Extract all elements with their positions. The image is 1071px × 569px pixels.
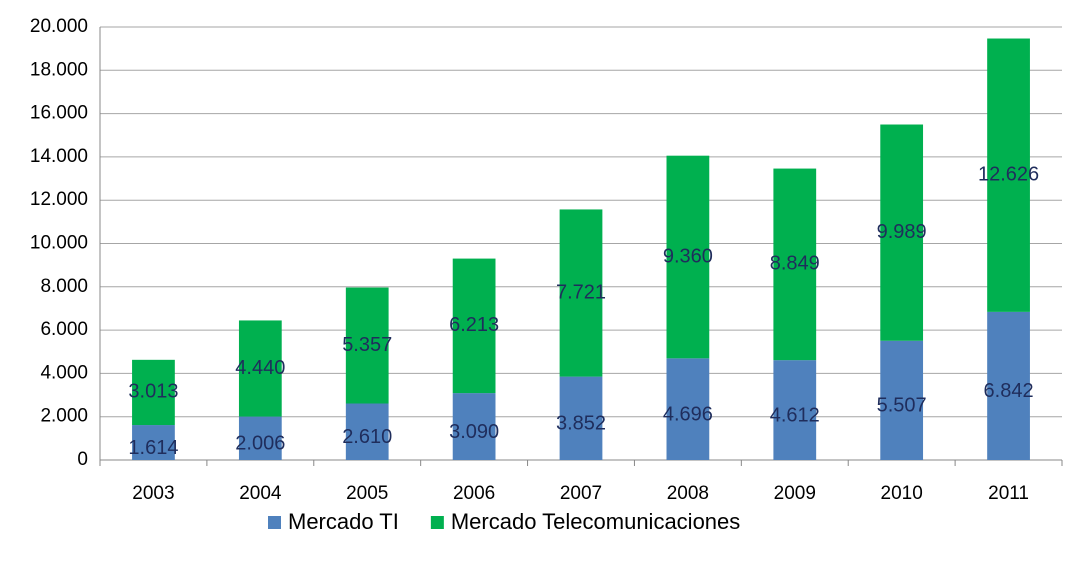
- data-label: 8.849: [770, 253, 820, 275]
- bar-segment: [880, 340, 924, 460]
- x-tick-label: 2010: [881, 483, 923, 504]
- bar-segment: [452, 258, 496, 394]
- bar-segment: [773, 168, 817, 361]
- y-tick-label: 0: [77, 449, 88, 470]
- bar-segment: [238, 416, 282, 460]
- bar-segment: [987, 38, 1030, 312]
- y-tick-label: 10.000: [30, 233, 88, 254]
- y-tick-label: 12.000: [30, 189, 88, 210]
- legend-label: Mercado TI: [288, 509, 399, 534]
- x-tick-label: 2006: [453, 483, 495, 504]
- data-label: 4.440: [235, 357, 285, 379]
- data-label: 3.852: [556, 413, 606, 435]
- x-tick-label: 2007: [560, 483, 602, 504]
- bar-segment: [987, 311, 1030, 460]
- legend-swatch: [430, 516, 444, 529]
- x-tick-label: 2004: [239, 483, 282, 504]
- data-label: 6.213: [449, 314, 499, 336]
- legend-swatch: [268, 516, 281, 529]
- data-label: 2.006: [235, 433, 285, 455]
- legend-label: Mercado Telecomunicaciones: [451, 509, 740, 534]
- data-label: 3.013: [128, 381, 178, 403]
- y-tick-label: 16.000: [30, 103, 88, 124]
- x-tick-label: 2005: [346, 483, 388, 504]
- y-tick-label: 18.000: [30, 59, 88, 80]
- data-label: 9.989: [877, 221, 927, 243]
- bar-segment: [559, 209, 603, 377]
- x-tick-label: 2003: [132, 483, 174, 504]
- data-label: 1.614: [128, 437, 178, 459]
- y-tick-label: 14.000: [30, 146, 88, 167]
- data-label: 7.721: [556, 281, 606, 303]
- bar-segment: [345, 403, 389, 460]
- data-label: 12.626: [978, 163, 1039, 185]
- bar-segment: [666, 155, 710, 359]
- data-label: 5.357: [342, 334, 392, 356]
- x-tick-label: 2008: [667, 483, 709, 504]
- bar-segment: [452, 393, 496, 460]
- y-tick-label: 2.000: [40, 406, 88, 427]
- bar-segment: [238, 320, 282, 417]
- y-tick-label: 20.000: [30, 16, 88, 37]
- data-label: 4.612: [770, 404, 820, 426]
- y-tick-label: 8.000: [40, 276, 88, 297]
- data-label: 3.090: [449, 421, 499, 443]
- bar-segment: [132, 425, 175, 460]
- data-label: 2.610: [342, 426, 392, 448]
- bar-segment: [880, 124, 924, 341]
- bar-segment: [773, 360, 817, 460]
- bar-segment: [132, 359, 175, 426]
- data-label: 4.696: [663, 403, 713, 425]
- bar-segment: [559, 376, 603, 460]
- y-tick-label: 4.000: [40, 362, 88, 383]
- y-tick-label: 6.000: [40, 319, 88, 340]
- data-label: 9.360: [663, 245, 713, 267]
- data-label: 6.842: [984, 380, 1034, 402]
- bar-segment: [345, 287, 389, 404]
- x-tick-label: 2011: [988, 483, 1029, 504]
- x-tick-label: 2009: [774, 483, 816, 504]
- data-label: 5.507: [877, 395, 927, 417]
- bar-segment: [666, 358, 710, 460]
